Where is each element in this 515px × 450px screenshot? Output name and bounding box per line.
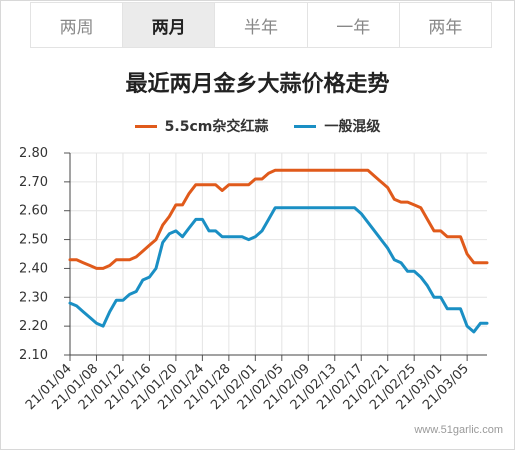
site-watermark: www.51garlic.com <box>414 424 503 436</box>
legend-item-mixed-grade: 一般混级 <box>294 116 380 136</box>
legend-swatch-red-garlic <box>134 124 157 128</box>
series-line-mixed-grade <box>68 206 489 334</box>
tab-one-year[interactable]: 一年 <box>308 3 400 47</box>
legend-swatch-mixed-grade <box>294 124 317 128</box>
y-tick-label: 2.70 <box>19 175 48 190</box>
legend-label-red-garlic: 5.5cm杂交红蒜 <box>164 119 269 135</box>
tab-two-years[interactable]: 两年 <box>428 17 463 38</box>
tab-two-months[interactable]: 两月 <box>123 3 216 47</box>
y-tick-label: 2.30 <box>19 290 48 305</box>
y-tick-label: 2.80 <box>19 146 48 161</box>
y-tick-label: 2.20 <box>19 319 48 334</box>
chart-legend: 5.5cm杂交红蒜 一般混级 <box>0 116 515 136</box>
tab-half-year[interactable]: 半年 <box>215 3 308 47</box>
y-tick-label: 2.60 <box>19 204 48 219</box>
period-tabs: 两周 两月 半年 一年 两年 <box>30 2 492 48</box>
legend-item-red-garlic: 5.5cm杂交红蒜 <box>134 116 269 136</box>
legend-label-mixed-grade: 一般混级 <box>324 119 381 135</box>
y-tick-label: 2.10 <box>19 348 48 363</box>
chart-title: 最近两月金乡大蒜价格走势 <box>125 72 390 97</box>
series-line-red-garlic <box>68 168 489 270</box>
y-tick-label: 2.50 <box>19 233 48 248</box>
tab-two-weeks[interactable]: 两周 <box>31 3 124 47</box>
y-tick-label: 2.40 <box>19 261 48 276</box>
